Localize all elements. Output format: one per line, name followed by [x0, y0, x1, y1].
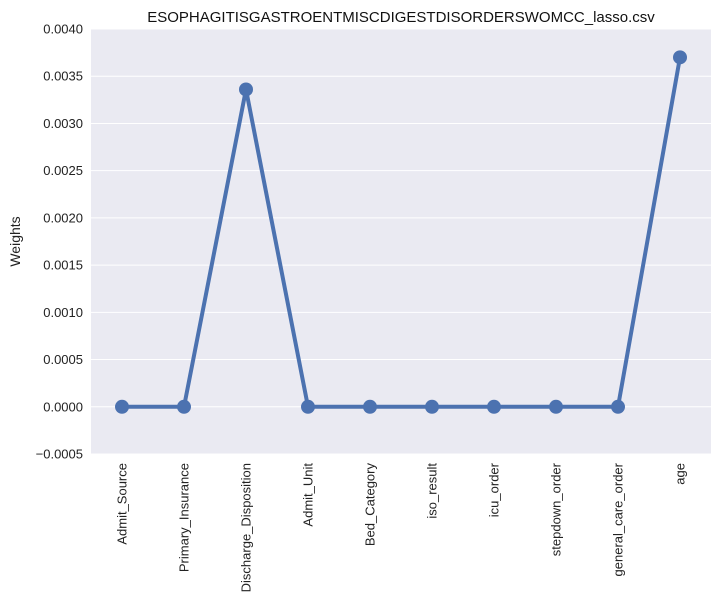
data-point [611, 399, 625, 414]
x-tick-label: Discharge_Disposition [239, 463, 254, 592]
data-point [549, 399, 563, 414]
x-tick-label: Primary_Insurance [177, 463, 192, 572]
y-tick-label: 0.0010 [43, 305, 83, 320]
data-point [487, 399, 501, 414]
x-tick-label: Admit_Source [115, 463, 130, 545]
x-tick-label: age [673, 463, 688, 485]
y-tick-label: 0.0020 [43, 210, 83, 225]
y-tick-label: 0.0040 [43, 22, 83, 37]
y-tick-labels: −0.0005 0.0000 0.0005 0.0010 0.0015 0.0020 0.0… [36, 22, 83, 462]
chart-title: ESOPHAGITISGASTROENTMISCDIGESTDISORDERSW… [147, 9, 655, 26]
data-point [301, 399, 315, 414]
data-point [177, 399, 191, 414]
y-tick-label: 0.0035 [43, 69, 83, 84]
data-point [363, 399, 377, 414]
y-tick-label: 0.0000 [43, 399, 83, 414]
x-tick-label: Bed_Category [363, 463, 378, 547]
y-tick-label: 0.0015 [43, 258, 83, 273]
y-tick-label: −0.0005 [36, 447, 83, 462]
data-point [239, 82, 253, 97]
y-tick-label: 0.0005 [43, 352, 83, 367]
data-points [115, 50, 687, 414]
x-tick-label: Admit_Unit [301, 463, 316, 527]
series-line [122, 56, 682, 409]
data-point [115, 399, 129, 414]
x-tick-labels: Admit_Source Primary_Insurance Discharge_D… [115, 462, 688, 592]
x-tick-label: general_care_order [611, 462, 626, 576]
y-tick-label: 0.0030 [43, 116, 83, 131]
data-point [425, 399, 439, 414]
y-tick-label: 0.0025 [43, 163, 83, 178]
x-tick-label: icu_order [487, 462, 502, 517]
y-axis-label: Weights [7, 216, 23, 266]
plot-area [91, 29, 711, 454]
x-tick-label: stepdown_order [549, 462, 564, 556]
data-point [673, 50, 687, 65]
x-tick-label: iso_result [425, 463, 440, 519]
